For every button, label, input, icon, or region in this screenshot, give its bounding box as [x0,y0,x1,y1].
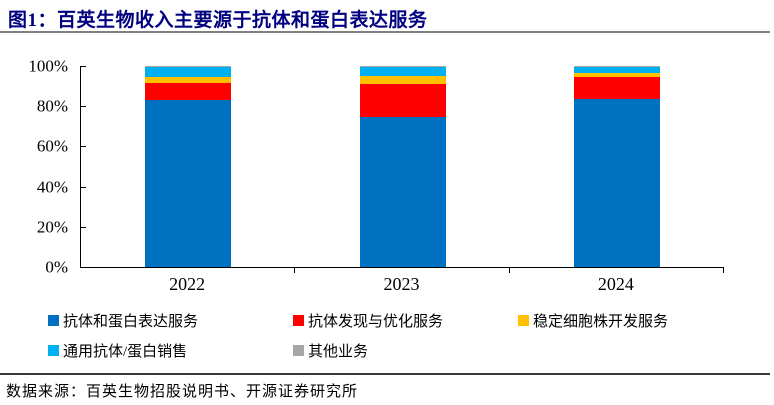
bar-segment [573,73,660,78]
y-tick-label: 20% [36,217,68,237]
x-tick-mark [294,267,296,273]
stacked-bar-2024 [573,66,660,267]
legend-swatch-icon [48,345,59,356]
legend-label: 抗体和蛋白表达服务 [63,314,199,330]
y-tick-label: 60% [36,136,68,156]
bar-segment [573,77,660,100]
y-tick-label: 0% [45,257,68,277]
title-underline [0,31,770,33]
stacked-bar-2023 [359,66,446,267]
legend-swatch-icon [48,315,59,326]
legend-item: 其他业务 [293,340,518,361]
legend-swatch-icon [518,315,529,326]
y-tick-mark [80,186,86,188]
plot-area [80,66,724,268]
legend-item: 抗体发现与优化服务 [293,310,518,331]
footer-divider [0,373,770,375]
y-tick-label: 100% [28,56,68,76]
legend-item: 抗体和蛋白表达服务 [48,310,293,331]
data-source-note: 数据来源：百英生物招股说明书、开源证券研究所 [6,384,359,400]
bar-segment [359,67,446,77]
legend-label: 稳定细胞株开发服务 [533,314,669,330]
y-tick-label: 80% [36,96,68,116]
x-tick-label: 2023 [383,274,420,294]
bar-segment [573,67,660,74]
x-tick-label: 2022 [169,274,206,294]
bar-segment [359,66,446,68]
bar-segment [359,84,446,118]
legend-item: 稳定细胞株开发服务 [518,310,760,331]
chart-legend: 抗体和蛋白表达服务 抗体发现与优化服务 稳定细胞株开发服务通用抗体/蛋白销售 其他业务 [48,310,760,361]
x-tick-label: 2024 [597,274,634,294]
bar-segment [145,66,232,68]
bar-segment [359,76,446,85]
y-tick-mark [80,106,86,108]
y-tick-mark [80,226,86,228]
legend-label: 抗体发现与优化服务 [308,314,444,330]
bar-segment [573,66,660,68]
bar-segment [145,100,232,267]
legend-label: 其他业务 [308,344,369,360]
bar-segment [145,83,232,101]
y-tick-mark [80,146,86,148]
legend-swatch-icon [293,345,304,356]
y-tick-mark [80,66,86,67]
bar-segment [145,67,232,78]
stacked-bar-2022 [145,66,232,267]
x-tick-mark [508,267,510,273]
figure-title: 图1：百英生物收入主要源于抗体和蛋白表达服务 [8,10,428,31]
legend-item: 通用抗体/蛋白销售 [48,340,293,361]
x-tick-mark [723,267,724,273]
legend-label: 通用抗体/蛋白销售 [63,344,188,360]
bar-segment [573,99,660,267]
legend-swatch-icon [293,315,304,326]
bar-segment [145,77,232,84]
bar-segment [359,117,446,267]
y-tick-label: 40% [36,177,68,197]
